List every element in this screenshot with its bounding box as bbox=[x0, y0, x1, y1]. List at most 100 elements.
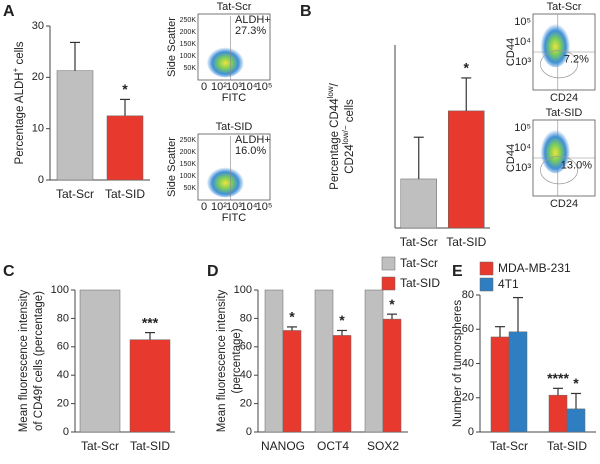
bar bbox=[508, 331, 528, 433]
y-tick-label: 20 bbox=[57, 398, 69, 410]
y-axis-label-part: low bbox=[326, 86, 335, 98]
error-bar bbox=[495, 326, 505, 337]
inset-x-tick: 10⁵ bbox=[256, 81, 273, 93]
x-tick-label: Tat-Scr bbox=[81, 439, 119, 453]
inset-y-tick: 50K bbox=[184, 185, 197, 192]
y-axis-label-part: Percentage ALDH bbox=[14, 72, 26, 164]
cell-cloud bbox=[206, 45, 245, 78]
y-tick-label: 100 bbox=[234, 284, 252, 296]
bar bbox=[364, 289, 384, 433]
inset-y-tick: 150K bbox=[180, 161, 197, 168]
y-axis-label-part: cells bbox=[14, 41, 26, 67]
y-axis-label-part: of CD49f cells (percentage) bbox=[33, 291, 45, 431]
x-tick-label: SOX2 bbox=[367, 439, 399, 453]
y-axis-label: of CD49f cells (percentage) bbox=[33, 291, 45, 431]
y-tick-label: 60 bbox=[57, 341, 69, 353]
y-axis-label-part: Percentage CD44 bbox=[329, 98, 341, 190]
y-tick-label: 20 bbox=[32, 71, 44, 83]
significance-label: *** bbox=[142, 314, 159, 330]
gate bbox=[540, 50, 578, 79]
bar bbox=[400, 178, 437, 229]
inset-x-tick: 10⁵ bbox=[256, 201, 273, 213]
significance-label: **** bbox=[547, 370, 569, 386]
y-axis-label: Mean fluorescence intensity bbox=[18, 289, 30, 432]
significance-label: * bbox=[389, 296, 395, 312]
error-bar bbox=[461, 77, 472, 111]
bar bbox=[79, 289, 121, 433]
error-bar bbox=[553, 387, 563, 396]
y-axis-label: Percentage CD44low/ bbox=[326, 82, 341, 189]
y-axis-label: Number of tumorspheres bbox=[452, 300, 464, 427]
bar bbox=[282, 330, 302, 433]
y-tick-label: 80 bbox=[462, 289, 474, 301]
y-tick-label: 0 bbox=[38, 174, 44, 186]
y-axis-label-part: + bbox=[11, 67, 20, 72]
bar bbox=[548, 394, 568, 433]
y-tick-label: 80 bbox=[240, 312, 252, 324]
significance-label: * bbox=[464, 60, 470, 76]
inset-x-tick: 0 bbox=[201, 81, 207, 93]
inset-y-tick: 250K bbox=[180, 17, 197, 24]
x-tick-label: Tat-SID bbox=[446, 235, 486, 249]
error-bar bbox=[287, 326, 297, 331]
error-bar bbox=[387, 313, 397, 320]
legend-swatch bbox=[381, 256, 396, 271]
bar bbox=[490, 336, 510, 433]
y-axis-label-part: Number of tumorspheres bbox=[452, 300, 464, 427]
bar bbox=[56, 70, 94, 181]
inset-x-label: CD24 bbox=[550, 92, 578, 104]
y-tick-label: 40 bbox=[462, 357, 474, 369]
inset-x-label: CD24 bbox=[550, 198, 578, 210]
error-bar bbox=[513, 296, 523, 332]
cell-cloud bbox=[540, 127, 571, 174]
inset-x-tick: 10⁴ bbox=[241, 81, 258, 93]
y-tick-label: 40 bbox=[240, 369, 252, 381]
y-tick-label: 80 bbox=[57, 312, 69, 324]
y-axis-label-part: / bbox=[329, 82, 341, 86]
y-axis-label-part: low/− bbox=[341, 125, 350, 144]
bar bbox=[264, 289, 284, 433]
significance-label: * bbox=[339, 312, 345, 328]
y-tick-label: 10 bbox=[32, 123, 44, 135]
gate-label: 27.3% bbox=[235, 25, 266, 37]
bar bbox=[314, 289, 334, 433]
cell-cloud bbox=[206, 165, 245, 198]
y-axis-label: (percentage) bbox=[231, 328, 243, 393]
y-axis-label-part: (percentage) bbox=[231, 328, 243, 393]
inset-x-label: FITC bbox=[222, 92, 246, 104]
inset-x-tick: 10³ bbox=[226, 201, 242, 213]
y-tick-label: 20 bbox=[240, 398, 252, 410]
inset-x-tick: 10³ bbox=[226, 81, 242, 93]
panel-letter: C bbox=[3, 263, 15, 280]
error-bar bbox=[145, 332, 155, 340]
inset-y-tick: 150K bbox=[180, 41, 197, 48]
legend-label: MDA-MB-231 bbox=[498, 261, 571, 275]
inset-title: Tat-Scr bbox=[217, 1, 252, 13]
y-axis-label-part: cells bbox=[344, 99, 356, 125]
significance-label: * bbox=[573, 375, 579, 391]
inset-x-tick: 10² bbox=[211, 201, 227, 213]
inset-y-label: Side Scatter bbox=[166, 137, 178, 197]
gate-label: ALDH+ bbox=[235, 134, 271, 146]
inset-title: Tat-Scr bbox=[547, 1, 582, 13]
x-tick-label: Tat-Scr bbox=[490, 439, 528, 453]
inset-y-label: CD44 bbox=[505, 38, 517, 66]
inset-title: Tat-SID bbox=[216, 121, 253, 133]
y-tick-label: 40 bbox=[57, 369, 69, 381]
gate-label: 13.0% bbox=[561, 160, 592, 172]
error-bar bbox=[571, 392, 581, 409]
panel-letter: D bbox=[207, 263, 219, 280]
y-tick-label: 0 bbox=[63, 426, 69, 438]
inset-y-label: Side Scatter bbox=[166, 17, 178, 77]
y-tick-label: 20 bbox=[462, 392, 474, 404]
y-tick-label: 100 bbox=[51, 284, 69, 296]
inset-y-tick: 50K bbox=[184, 65, 197, 72]
y-axis-label-part: Mean fluorescence intensity bbox=[216, 289, 228, 432]
inset-y-tick: 10⁴ bbox=[514, 36, 531, 48]
panel-letter: A bbox=[3, 3, 15, 20]
bar bbox=[332, 335, 352, 433]
panel-letter: B bbox=[300, 3, 312, 20]
inset-y-tick: 10⁴ bbox=[514, 142, 531, 154]
x-tick-label: NANOG bbox=[261, 439, 305, 453]
